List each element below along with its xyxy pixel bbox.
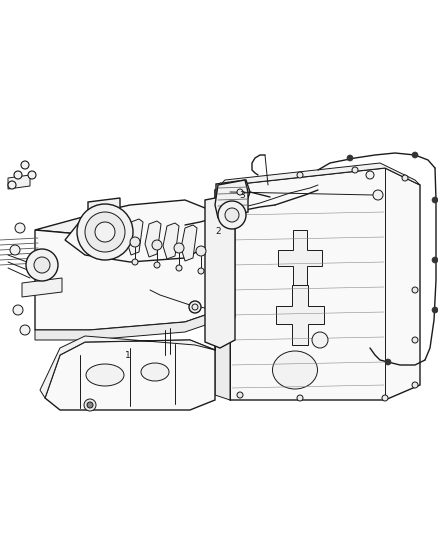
Polygon shape: [276, 285, 324, 345]
Circle shape: [130, 237, 140, 247]
Circle shape: [225, 208, 239, 222]
Circle shape: [152, 240, 162, 250]
Polygon shape: [35, 310, 220, 340]
Circle shape: [297, 172, 303, 178]
Polygon shape: [109, 217, 125, 253]
Circle shape: [77, 204, 133, 260]
Circle shape: [432, 307, 438, 313]
Circle shape: [237, 189, 243, 195]
Circle shape: [432, 257, 438, 263]
Text: 2: 2: [215, 228, 221, 237]
Circle shape: [34, 257, 50, 273]
Ellipse shape: [141, 363, 169, 381]
Circle shape: [132, 259, 138, 265]
Circle shape: [95, 222, 115, 242]
Circle shape: [385, 359, 391, 365]
Circle shape: [347, 155, 353, 161]
Circle shape: [412, 287, 418, 293]
Circle shape: [412, 337, 418, 343]
Polygon shape: [215, 180, 248, 218]
Polygon shape: [216, 180, 250, 204]
Circle shape: [297, 395, 303, 401]
Polygon shape: [8, 175, 30, 189]
Text: 3: 3: [239, 191, 245, 200]
Polygon shape: [40, 336, 215, 398]
Polygon shape: [215, 168, 420, 400]
Circle shape: [10, 245, 20, 255]
Circle shape: [352, 167, 358, 173]
Circle shape: [85, 212, 125, 252]
Polygon shape: [22, 278, 62, 297]
Circle shape: [432, 197, 438, 203]
Circle shape: [21, 161, 29, 169]
Circle shape: [218, 201, 246, 229]
Polygon shape: [145, 221, 161, 257]
Polygon shape: [35, 218, 220, 330]
Circle shape: [174, 243, 184, 253]
Circle shape: [13, 305, 23, 315]
Circle shape: [412, 382, 418, 388]
Circle shape: [192, 304, 198, 310]
Circle shape: [84, 399, 96, 411]
Circle shape: [412, 152, 418, 158]
Circle shape: [366, 171, 374, 179]
Circle shape: [189, 301, 201, 313]
Polygon shape: [181, 225, 197, 261]
Polygon shape: [205, 195, 235, 348]
Circle shape: [8, 181, 16, 189]
Polygon shape: [65, 200, 210, 262]
Circle shape: [20, 325, 30, 335]
Circle shape: [176, 265, 182, 271]
Polygon shape: [215, 185, 230, 400]
Polygon shape: [215, 163, 420, 190]
Circle shape: [154, 262, 160, 268]
Polygon shape: [91, 215, 107, 251]
Circle shape: [28, 171, 36, 179]
Circle shape: [196, 246, 206, 256]
Circle shape: [373, 190, 383, 200]
Circle shape: [237, 392, 243, 398]
Polygon shape: [35, 205, 220, 235]
Circle shape: [312, 332, 328, 348]
Circle shape: [198, 268, 204, 274]
Polygon shape: [220, 218, 235, 318]
Polygon shape: [45, 340, 215, 410]
Ellipse shape: [86, 364, 124, 386]
Polygon shape: [127, 219, 143, 255]
Polygon shape: [163, 223, 179, 259]
Circle shape: [15, 223, 25, 233]
Circle shape: [14, 171, 22, 179]
Polygon shape: [88, 198, 120, 225]
Circle shape: [26, 249, 58, 281]
Circle shape: [402, 175, 408, 181]
Text: 1: 1: [125, 351, 131, 359]
Polygon shape: [278, 230, 322, 286]
Ellipse shape: [272, 351, 318, 389]
Circle shape: [87, 402, 93, 408]
Circle shape: [382, 395, 388, 401]
